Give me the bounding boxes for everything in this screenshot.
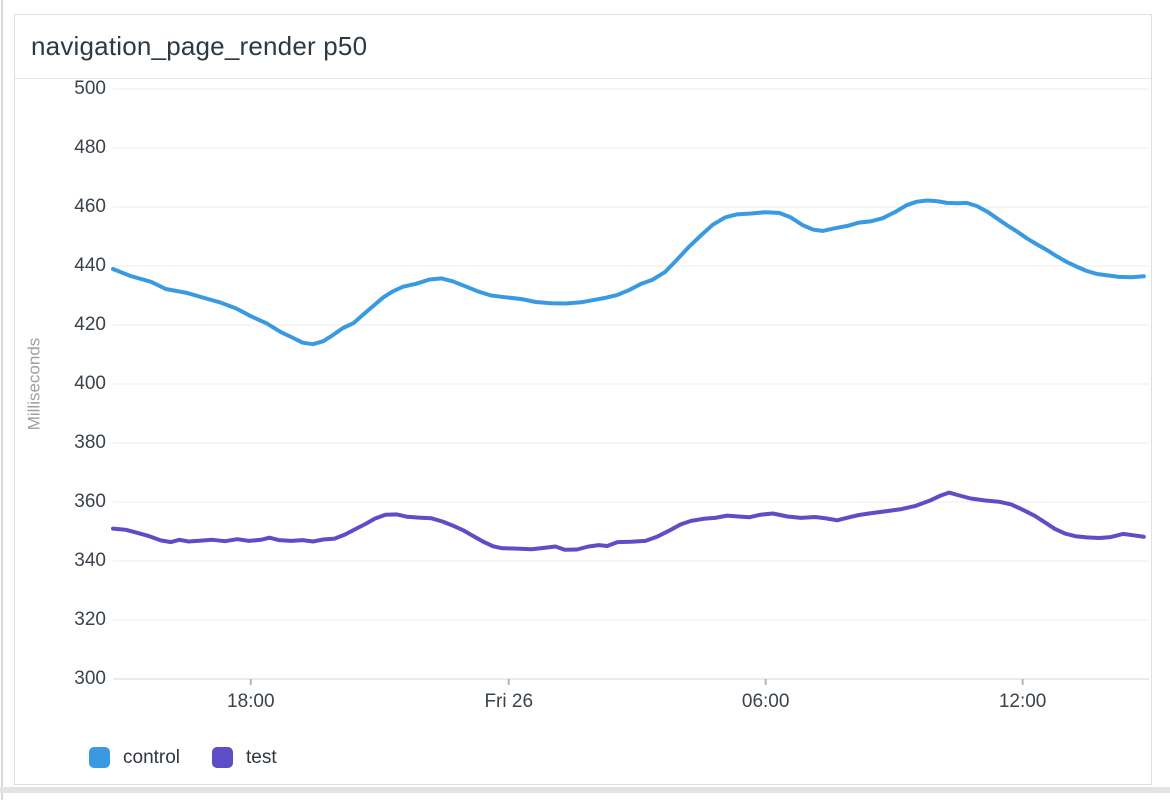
y-axis-tick-label: 360 [74,491,106,512]
legend-swatch-test[interactable] [212,747,234,768]
legend-label-control[interactable]: control [123,747,181,768]
panel-title[interactable]: navigation_page_render p50 [31,31,368,61]
y-axis-tick-label: 300 [74,668,106,689]
legend-swatch-control[interactable] [89,747,110,768]
x-axis-tick-label: 18:00 [227,691,275,712]
x-axis-tick-label: 06:00 [741,691,790,712]
y-axis-tick-label: 480 [74,137,106,158]
adjacent-panel-edge [1,0,3,800]
y-axis-tick-label: 340 [74,550,106,571]
next-panel-edge [0,787,1170,793]
series-line-control[interactable] [111,198,1146,347]
y-axis-tick-label: 500 [74,78,106,99]
legend: control test [89,747,277,768]
series-line-test[interactable] [111,490,1146,552]
chart-panel: navigation_page_render p50 Milliseconds … [14,14,1152,785]
y-axis-title-wrap: Milliseconds [23,89,45,679]
y-axis-tick-label: 440 [74,255,106,276]
y-axis-tick-label: 460 [74,196,106,217]
plot-area[interactable] [111,88,1149,689]
x-axis-tick-label: Fri 26 [484,691,534,712]
legend-item-test[interactable]: test [212,747,277,768]
legend-label-test[interactable]: test [246,747,277,768]
legend-item-control[interactable]: control [89,747,180,768]
y-axis-title: Milliseconds [24,337,43,431]
y-axis-tick-label: 400 [74,373,106,394]
y-axis-tick-label: 320 [74,609,106,630]
y-axis-tick-label: 420 [74,314,106,335]
y-axis-tick-label: 380 [74,432,106,453]
x-axis-tick-label: 12:00 [998,691,1047,712]
panel-header[interactable]: navigation_page_render p50 [15,15,1151,79]
